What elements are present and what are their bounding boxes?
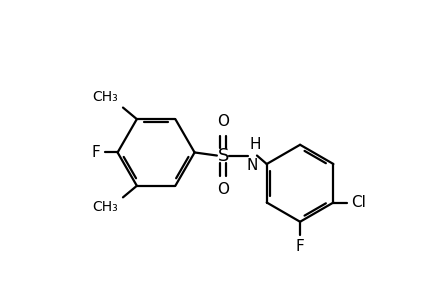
Text: CH₃: CH₃	[93, 91, 118, 104]
Text: N: N	[247, 158, 258, 173]
Text: O: O	[217, 114, 229, 129]
Text: Cl: Cl	[351, 195, 366, 210]
Text: F: F	[296, 239, 304, 254]
Text: F: F	[92, 145, 101, 160]
Text: CH₃: CH₃	[93, 201, 118, 214]
Text: S: S	[217, 147, 229, 164]
Text: H: H	[250, 137, 261, 152]
Text: O: O	[217, 182, 229, 197]
